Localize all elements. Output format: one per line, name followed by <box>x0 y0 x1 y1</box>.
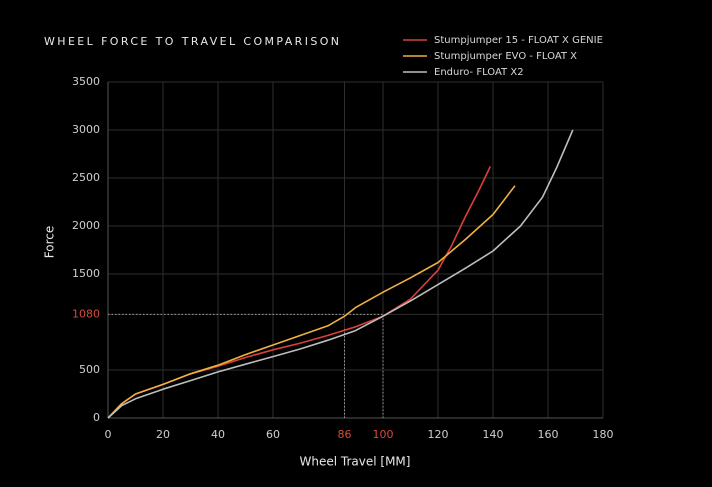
x-tick-label: 100 <box>373 428 394 441</box>
y-tick-label: 1500 <box>72 267 100 280</box>
x-tick-label: 160 <box>538 428 559 441</box>
y-tick-label: 3500 <box>72 75 100 88</box>
series-line <box>107 185 516 419</box>
y-tick-label: 2000 <box>72 219 100 232</box>
legend-label: Stumpjumper EVO - FLOAT X <box>434 51 577 62</box>
x-tick-label: 86 <box>338 428 352 441</box>
series-line <box>107 129 574 419</box>
x-tick-label: 180 <box>593 428 614 441</box>
y-tick-label: 0 <box>93 411 100 424</box>
y-tick-label: 1080 <box>72 307 100 320</box>
y-tick-label: 500 <box>79 363 100 376</box>
x-tick-label: 120 <box>428 428 449 441</box>
x-tick-label: 60 <box>266 428 280 441</box>
x-tick-label: 20 <box>156 428 170 441</box>
x-tick-label: 40 <box>211 428 225 441</box>
x-tick-label: 0 <box>105 428 112 441</box>
legend-label: Stumpjumper 15 - FLOAT X GENIE <box>434 35 603 46</box>
y-tick-label: 2500 <box>72 171 100 184</box>
y-axis-label: Force <box>43 226 57 258</box>
chart-title: WHEEL FORCE TO TRAVEL COMPARISON <box>44 35 341 48</box>
y-tick-label: 3000 <box>72 123 100 136</box>
x-tick-label: 140 <box>483 428 504 441</box>
x-axis-label: Wheel Travel [MM] <box>300 455 411 469</box>
legend-label: Enduro- FLOAT X2 <box>434 67 524 78</box>
